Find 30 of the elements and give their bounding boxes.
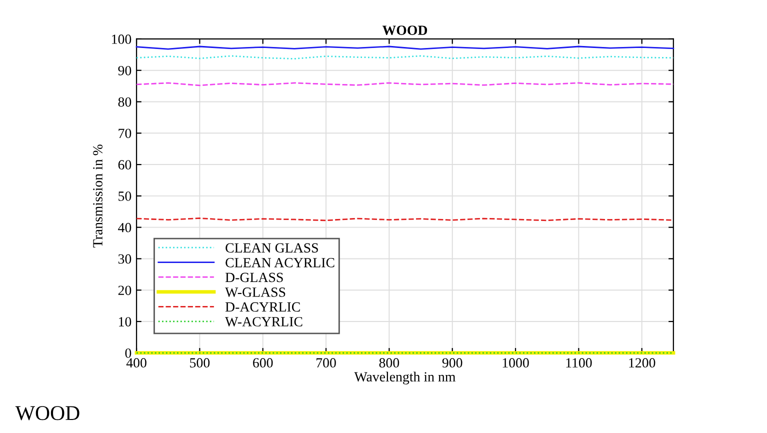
x-axis-title: Wavelength in nm xyxy=(354,372,456,384)
x-tick-label: 800 xyxy=(379,358,400,368)
y-tick-label: 60 xyxy=(118,160,132,170)
y-tick-label: 10 xyxy=(119,317,132,326)
y-tick-label: 0 xyxy=(125,348,132,358)
y-axis-title: Transmission in % xyxy=(93,144,102,248)
y-tick-label: 40 xyxy=(118,222,132,232)
legend-label: CLEAN GLASS xyxy=(226,243,318,253)
x-tick-label: 1200 xyxy=(629,358,656,368)
y-tick-label: 70 xyxy=(118,128,132,138)
x-tick-label: 600 xyxy=(253,358,273,368)
legend-label: D-ACYRLIC xyxy=(225,302,300,312)
y-tick-label: 90 xyxy=(118,66,132,76)
y-tick-label: 20 xyxy=(118,286,132,296)
text: WOOD xyxy=(15,406,80,420)
x-tick-label: 1000 xyxy=(502,358,529,368)
legend-label: W-GLASS xyxy=(225,288,286,297)
x-tick-label: 900 xyxy=(442,358,462,368)
y-tick-label: 30 xyxy=(118,254,132,264)
x-tick-label: 1100 xyxy=(566,358,592,368)
y-tick-label: 80 xyxy=(118,97,132,107)
legend-label: D-GLASS xyxy=(225,272,283,282)
chart-title: WOOD xyxy=(382,26,428,36)
y-tick-label: 100 xyxy=(112,34,132,44)
legend-label: W-ACYRLIC xyxy=(225,317,302,326)
y-tick-label: 50 xyxy=(118,192,132,201)
x-tick-label: 400 xyxy=(126,358,146,368)
x-tick-label: 500 xyxy=(190,358,210,368)
legend-label: CLEAN ACYRLIC xyxy=(226,258,334,268)
x-tick-label: 700 xyxy=(316,358,336,368)
